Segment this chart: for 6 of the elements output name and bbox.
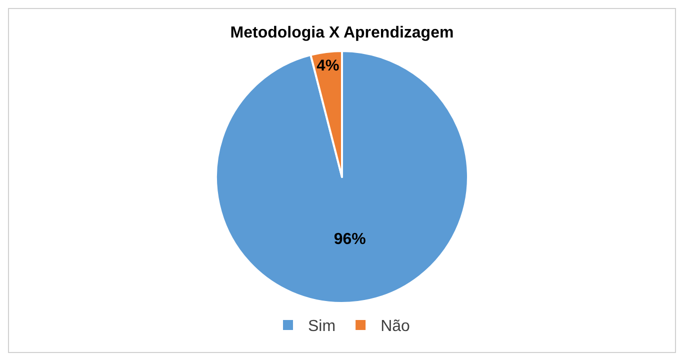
data-label: 4% (316, 57, 340, 74)
chart-title: Metodologia X Aprendizagem (230, 24, 454, 42)
legend-label: Sim (308, 318, 336, 336)
data-label: 96% (334, 231, 366, 248)
legend-label: Não (380, 318, 410, 336)
pie-slice (215, 50, 469, 304)
